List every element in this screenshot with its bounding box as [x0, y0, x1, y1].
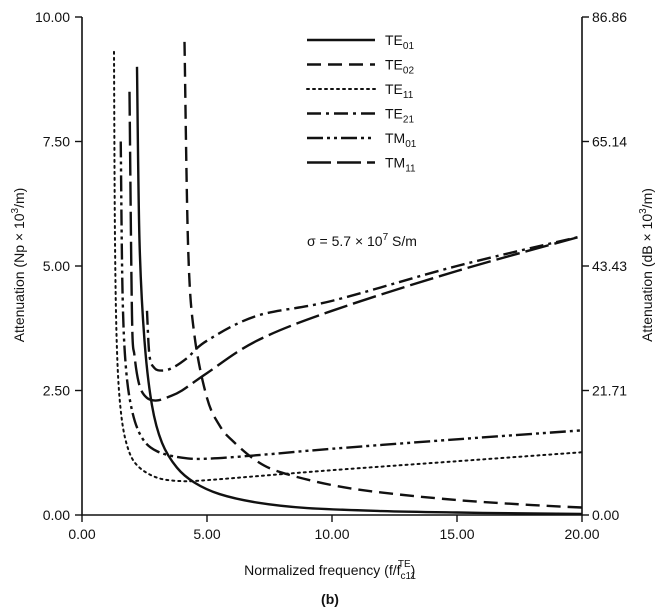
legend-label-te01: TE01 — [385, 32, 414, 52]
y-tick-label-right: 86.86 — [592, 9, 627, 25]
y-tick-label-right: 0.00 — [592, 507, 619, 523]
series-line-tm11 — [128, 91, 583, 402]
y-axis-right-title: Attenuation (dB × 103/m) — [638, 188, 655, 342]
series-line-te21 — [145, 234, 583, 372]
x-tick-label: 10.00 — [314, 526, 349, 542]
series-line-te01 — [135, 66, 583, 516]
y-tick-label-left: 10.00 — [35, 9, 70, 25]
y-tick-label-left: 2.50 — [43, 383, 70, 399]
y-tick-label-right: 21.71 — [592, 383, 627, 399]
legend-label-tm11: TM11 — [385, 155, 416, 175]
x-tick-label: 5.00 — [193, 526, 220, 542]
y-axis-left-title: Attenuation (Np × 103/m) — [10, 188, 27, 343]
chart-series-layer — [113, 41, 583, 516]
series-line-te11 — [113, 50, 583, 483]
y-tick-label-left: 7.50 — [43, 134, 70, 150]
legend-label-te02: TE02 — [385, 57, 414, 77]
axis-frame — [81, 17, 583, 516]
figure-caption: (b) — [321, 591, 339, 607]
legend-label-tm01: TM01 — [385, 130, 417, 150]
legend-label-te11: TE11 — [385, 81, 414, 101]
x-tick-label: 0.00 — [68, 526, 95, 542]
series-line-te02 — [183, 41, 583, 509]
y-tick-label-left: 5.00 — [43, 258, 70, 274]
conductivity-annotation: σ = 5.7 × 107 S/m — [307, 232, 417, 249]
y-tick-label-left: 0.00 — [43, 507, 70, 523]
legend-label-te21: TE21 — [385, 106, 414, 126]
series-line-tm01 — [119, 141, 583, 461]
chart-legend: TE01 TE02 TE11 TE21 TM01 TM11 — [306, 32, 417, 175]
x-tick-label: 15.00 — [439, 526, 474, 542]
chart-axes: 0.00 5.00 10.00 15.00 20.00 0.00 2.50 5.00 7.50 1… — [35, 9, 627, 542]
x-axis-title: Normalized frequency (f/fc11TE) — [244, 559, 416, 582]
y-tick-label-right: 43.43 — [592, 258, 627, 274]
y-tick-label-right: 65.14 — [592, 134, 627, 150]
x-tick-label: 20.00 — [564, 526, 599, 542]
